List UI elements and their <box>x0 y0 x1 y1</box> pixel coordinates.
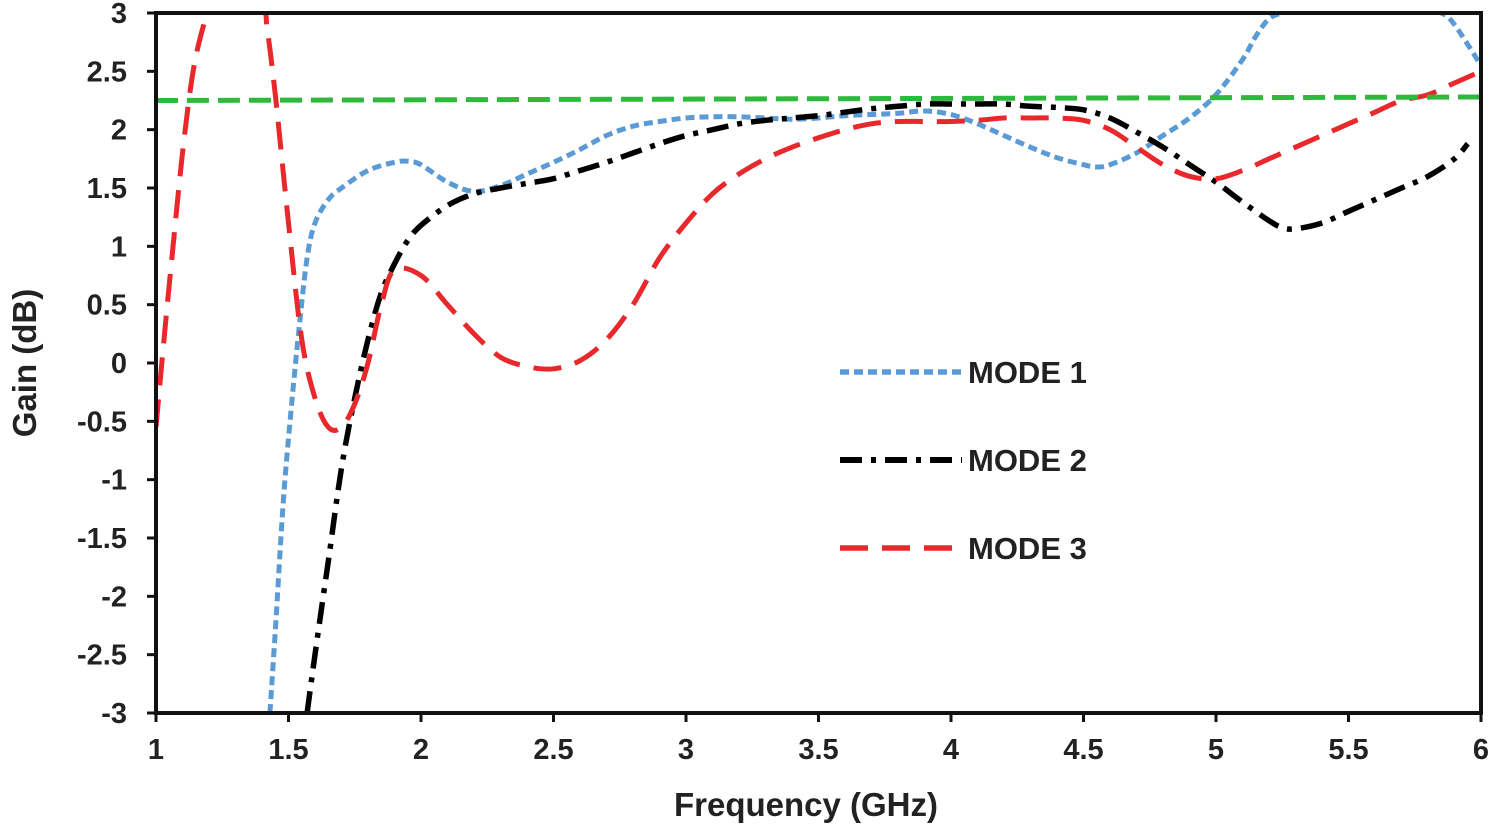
x-tick-label: 5.5 <box>1328 734 1368 766</box>
x-tick-label: 1 <box>148 734 164 766</box>
y-tick-label: 0.5 <box>87 290 127 322</box>
y-tick-label: -1 <box>101 465 127 497</box>
legend-label: MODE 1 <box>968 355 1087 390</box>
x-axis-title: Frequency (GHz) <box>674 786 938 823</box>
y-tick-label: 0 <box>111 348 127 380</box>
y-axis-title: Gain (dB) <box>6 289 43 437</box>
legend-label: MODE 2 <box>968 443 1087 478</box>
ticks-layer: 1 1.5 2 2.5 3 3.5 4 4.5 5 5.5 6 3 2.5 2 1.5 1 0.5 0 -0.5 -1… <box>77 0 1489 766</box>
x-tick-label: 5 <box>1208 734 1224 766</box>
x-tick-label: 3 <box>678 734 694 766</box>
y-tick-label: -2 <box>101 581 127 613</box>
y-tick-label: 1 <box>111 231 127 263</box>
x-tick-label: 6 <box>1473 734 1489 766</box>
x-tick-label: 4 <box>943 734 959 766</box>
y-tick-label: -2.5 <box>77 640 127 672</box>
y-tick-label: -0.5 <box>77 406 127 438</box>
legend-label: MODE 3 <box>968 531 1087 566</box>
plot-background <box>156 13 1481 713</box>
series-line-mode-3 <box>156 13 1481 433</box>
y-tick-label: -3 <box>101 698 127 730</box>
y-tick-label: 2 <box>111 115 127 147</box>
x-tick-label: 4.5 <box>1063 734 1103 766</box>
y-tick-label: -1.5 <box>77 523 127 555</box>
series-layer <box>156 13 1481 713</box>
x-tick-label: 2 <box>413 734 429 766</box>
x-tick-label: 3.5 <box>798 734 838 766</box>
series-line-mode-2 <box>304 101 1470 713</box>
legend: MODE 1 MODE 2 MODE 3 <box>840 355 1087 566</box>
y-tick-label: 2.5 <box>87 56 127 88</box>
x-tick-label: 1.5 <box>268 734 308 766</box>
y-tick-label: 3 <box>111 0 127 30</box>
x-tick-label: 2.5 <box>533 734 573 766</box>
y-tick-label: 1.5 <box>87 173 127 205</box>
series-line-reference <box>156 94 1481 103</box>
